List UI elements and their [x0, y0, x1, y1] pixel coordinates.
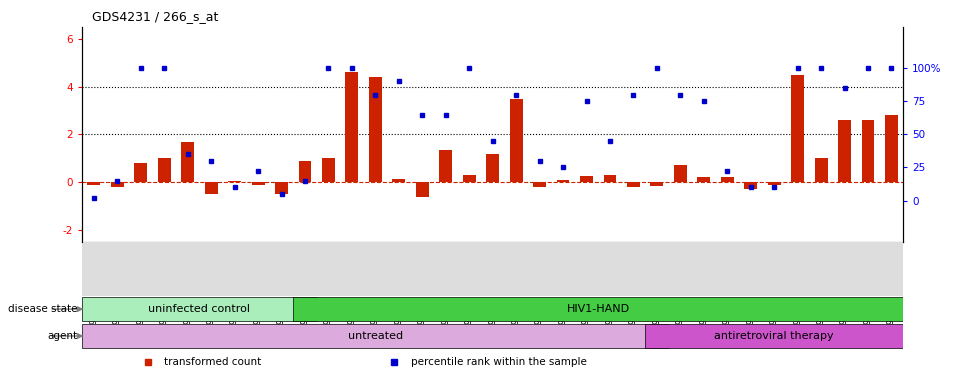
- Bar: [182, 142, 194, 182]
- Bar: [87, 182, 100, 185]
- Bar: [298, 161, 311, 182]
- Bar: [346, 72, 358, 182]
- Bar: [838, 120, 851, 182]
- Bar: [322, 158, 335, 182]
- Text: untreated: untreated: [348, 331, 403, 341]
- Bar: [533, 182, 546, 187]
- Text: HIV1-HAND: HIV1-HAND: [567, 304, 630, 314]
- Bar: [862, 120, 874, 182]
- Bar: [392, 179, 406, 182]
- Bar: [440, 150, 452, 182]
- Text: percentile rank within the sample: percentile rank within the sample: [411, 356, 586, 367]
- Bar: [82, 324, 668, 348]
- Text: antiretroviral therapy: antiretroviral therapy: [715, 331, 834, 341]
- Bar: [205, 182, 217, 194]
- Bar: [294, 297, 903, 321]
- Bar: [791, 74, 804, 182]
- Bar: [134, 163, 147, 182]
- Bar: [721, 177, 734, 182]
- Bar: [674, 166, 687, 182]
- Bar: [768, 182, 781, 185]
- Text: uninfected control: uninfected control: [149, 304, 250, 314]
- Text: transformed count: transformed count: [164, 356, 262, 367]
- Bar: [627, 182, 639, 187]
- Bar: [645, 324, 903, 348]
- Bar: [486, 154, 499, 182]
- Text: agent: agent: [47, 331, 77, 341]
- Text: GDS4231 / 266_s_at: GDS4231 / 266_s_at: [92, 10, 218, 23]
- Bar: [463, 175, 475, 182]
- Bar: [111, 182, 124, 187]
- Text: disease state: disease state: [8, 304, 77, 314]
- Bar: [814, 158, 828, 182]
- Bar: [744, 182, 757, 189]
- Bar: [275, 182, 288, 194]
- Bar: [228, 181, 242, 182]
- Bar: [580, 176, 593, 182]
- Bar: [415, 182, 429, 197]
- Bar: [556, 180, 570, 182]
- Bar: [157, 158, 171, 182]
- Bar: [604, 175, 616, 182]
- Bar: [885, 115, 898, 182]
- Bar: [510, 99, 523, 182]
- Bar: [82, 297, 317, 321]
- Bar: [251, 182, 265, 185]
- Bar: [369, 77, 382, 182]
- Bar: [650, 182, 664, 186]
- Bar: [697, 177, 710, 182]
